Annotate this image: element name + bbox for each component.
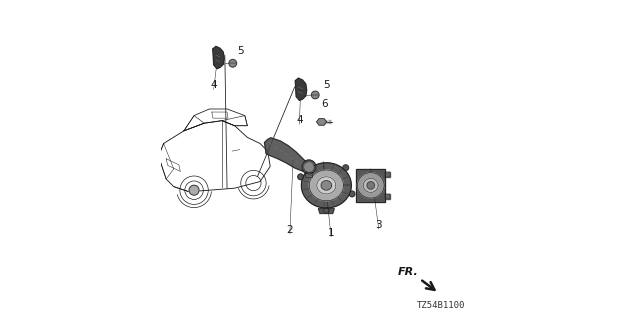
Polygon shape bbox=[301, 163, 351, 208]
Text: 3: 3 bbox=[376, 220, 382, 230]
Circle shape bbox=[302, 160, 316, 174]
Polygon shape bbox=[385, 172, 390, 177]
Circle shape bbox=[312, 91, 319, 99]
Circle shape bbox=[349, 191, 355, 197]
Polygon shape bbox=[364, 178, 378, 192]
Bar bbox=[305, 172, 312, 178]
Text: 4: 4 bbox=[211, 80, 217, 91]
Polygon shape bbox=[357, 173, 384, 198]
Text: 2: 2 bbox=[287, 225, 293, 235]
Text: 1: 1 bbox=[328, 228, 335, 238]
Circle shape bbox=[343, 165, 349, 171]
Text: 6: 6 bbox=[321, 100, 328, 109]
Text: 5: 5 bbox=[237, 45, 244, 56]
Polygon shape bbox=[212, 46, 224, 69]
Polygon shape bbox=[317, 119, 326, 125]
Polygon shape bbox=[321, 181, 332, 190]
Circle shape bbox=[367, 182, 374, 189]
Circle shape bbox=[323, 207, 329, 213]
Polygon shape bbox=[317, 177, 336, 194]
Text: TZ54B1100: TZ54B1100 bbox=[417, 301, 465, 310]
Text: 4: 4 bbox=[296, 115, 303, 125]
Polygon shape bbox=[264, 138, 307, 171]
Text: FR.: FR. bbox=[397, 267, 419, 277]
Bar bbox=[305, 172, 312, 178]
Polygon shape bbox=[356, 169, 385, 202]
Circle shape bbox=[305, 163, 313, 171]
Circle shape bbox=[229, 60, 237, 67]
Circle shape bbox=[189, 185, 199, 195]
Polygon shape bbox=[385, 194, 390, 199]
Polygon shape bbox=[309, 170, 344, 201]
Polygon shape bbox=[319, 209, 334, 213]
Text: 5: 5 bbox=[323, 80, 330, 91]
Circle shape bbox=[298, 174, 303, 180]
Polygon shape bbox=[295, 78, 307, 100]
